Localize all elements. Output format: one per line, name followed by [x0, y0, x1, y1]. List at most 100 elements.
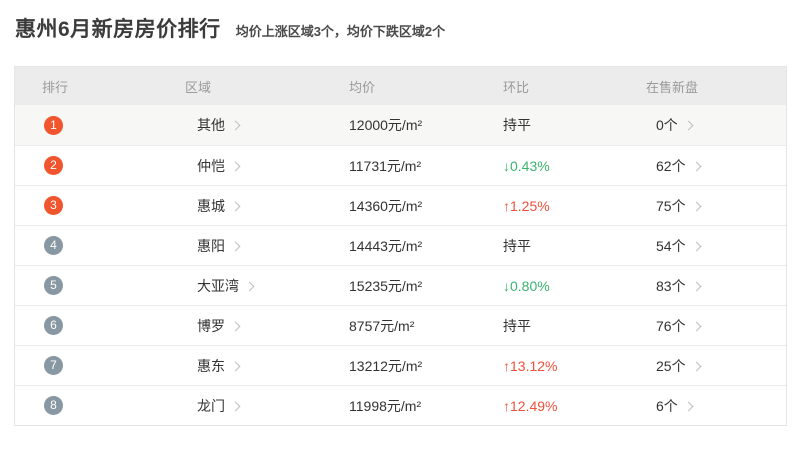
listings-count: 25个 [656, 357, 686, 374]
area-name: 惠阳 [197, 237, 225, 254]
table-row: 1 其他 12000元/m² 持平 0个 [15, 105, 786, 145]
price-value: 13212元/m² [349, 357, 423, 374]
change-value: 持平 [503, 317, 531, 334]
listings-link[interactable]: 76个 [646, 316, 786, 336]
rank-badge: 2 [44, 156, 63, 175]
table-row: 4 惠阳 14443元/m² 持平 54个 [15, 225, 786, 265]
listings-count: 76个 [656, 317, 686, 334]
rank-cell: 1 [42, 115, 185, 135]
price-value: 11731元/m² [349, 157, 422, 174]
table-row: 7 惠东 13212元/m² ↑13.12% 25个 [15, 345, 786, 385]
page-title: 惠州6月新房房价排行 [15, 18, 221, 41]
page-subtitle: 均价上涨区域3个，均价下跌区域2个 [235, 24, 446, 39]
listings-count: 54个 [656, 237, 686, 254]
change-value: ↑12.49% [503, 397, 558, 414]
chevron-right-icon [691, 361, 702, 372]
area-name: 博罗 [197, 317, 225, 334]
change-value: ↑13.12% [503, 357, 558, 374]
table-row: 5 大亚湾 15235元/m² ↓0.80% 83个 [15, 265, 786, 305]
area-link[interactable]: 惠阳 [185, 236, 349, 256]
price-ranking-table: 排行 区域 均价 环比 在售新盘 1 其他 12000元/m² 持平 0个 2 [14, 66, 787, 426]
table-body: 1 其他 12000元/m² 持平 0个 2 仲恺 11731元/m² ↓0.4… [15, 105, 786, 425]
table-row: 3 惠城 14360元/m² ↑1.25% 75个 [15, 185, 786, 225]
rank-badge: 6 [44, 316, 63, 335]
change-value: 持平 [503, 117, 531, 133]
listings-link[interactable]: 62个 [646, 156, 786, 176]
chevron-right-icon [244, 281, 255, 292]
area-name: 惠城 [197, 197, 225, 214]
rank-cell: 4 [42, 236, 185, 255]
chevron-right-icon [691, 161, 702, 172]
header-price: 均价 [349, 79, 376, 95]
change-value: ↑1.25% [503, 197, 550, 214]
table-row: 8 龙门 11998元/m² ↑12.49% 6个 [15, 385, 786, 425]
rank-badge: 7 [44, 356, 63, 375]
rank-cell: 6 [42, 316, 185, 335]
header-area: 区域 [185, 79, 212, 95]
change-value: 持平 [503, 237, 531, 254]
area-name: 仲恺 [197, 157, 225, 174]
price-value: 11998元/m² [349, 397, 422, 414]
listings-link[interactable]: 54个 [646, 236, 786, 256]
price-value: 12000元/m² [349, 117, 423, 133]
listings-link[interactable]: 0个 [646, 115, 786, 135]
chevron-right-icon [230, 241, 241, 252]
listings-link[interactable]: 83个 [646, 276, 786, 296]
listings-link[interactable]: 25个 [646, 356, 786, 376]
chevron-right-icon [230, 201, 241, 212]
rank-badge: 3 [44, 196, 63, 215]
chevron-right-icon [230, 120, 241, 131]
price-value: 15235元/m² [349, 277, 423, 294]
header-rank: 排行 [42, 79, 69, 95]
chevron-right-icon [230, 401, 241, 412]
chevron-right-icon [691, 201, 702, 212]
chevron-right-icon [230, 361, 241, 372]
area-name: 惠东 [197, 357, 225, 374]
listings-count: 83个 [656, 277, 686, 294]
page-header: 惠州6月新房房价排行 均价上涨区域3个，均价下跌区域2个 [0, 0, 800, 43]
area-link[interactable]: 龙门 [185, 396, 349, 416]
area-name: 其他 [197, 117, 225, 133]
rank-cell: 8 [42, 396, 185, 415]
chevron-right-icon [683, 401, 694, 412]
change-value: ↓0.80% [503, 277, 550, 294]
price-value: 14360元/m² [349, 197, 423, 214]
area-link[interactable]: 其他 [185, 115, 349, 135]
area-link[interactable]: 惠东 [185, 356, 349, 376]
listings-count: 0个 [656, 117, 678, 133]
header-change: 环比 [503, 79, 530, 95]
header-listings: 在售新盘 [646, 79, 699, 95]
price-value: 14443元/m² [349, 237, 423, 254]
rank-cell: 3 [42, 196, 185, 215]
rank-cell: 2 [42, 156, 185, 175]
area-name: 大亚湾 [197, 277, 239, 294]
rank-cell: 5 [42, 276, 185, 295]
chevron-right-icon [230, 321, 241, 332]
table-row: 6 博罗 8757元/m² 持平 76个 [15, 305, 786, 345]
chevron-right-icon [230, 161, 241, 172]
table-row: 2 仲恺 11731元/m² ↓0.43% 62个 [15, 145, 786, 185]
area-name: 龙门 [197, 397, 225, 414]
price-value: 8757元/m² [349, 317, 415, 334]
listings-count: 6个 [656, 397, 678, 414]
area-link[interactable]: 大亚湾 [185, 276, 349, 296]
listings-link[interactable]: 6个 [646, 396, 786, 416]
chevron-right-icon [691, 241, 702, 252]
rank-badge: 4 [44, 236, 63, 255]
table-header-row: 排行 区域 均价 环比 在售新盘 [15, 67, 786, 105]
chevron-right-icon [691, 281, 702, 292]
listings-count: 62个 [656, 157, 686, 174]
rank-cell: 7 [42, 356, 185, 375]
listings-link[interactable]: 75个 [646, 196, 786, 216]
area-link[interactable]: 博罗 [185, 316, 349, 336]
chevron-right-icon [683, 120, 694, 131]
listings-count: 75个 [656, 197, 686, 214]
rank-badge: 8 [44, 396, 63, 415]
rank-badge: 5 [44, 276, 63, 295]
area-link[interactable]: 仲恺 [185, 156, 349, 176]
area-link[interactable]: 惠城 [185, 196, 349, 216]
change-value: ↓0.43% [503, 157, 550, 174]
chevron-right-icon [691, 321, 702, 332]
rank-badge: 1 [44, 115, 63, 135]
